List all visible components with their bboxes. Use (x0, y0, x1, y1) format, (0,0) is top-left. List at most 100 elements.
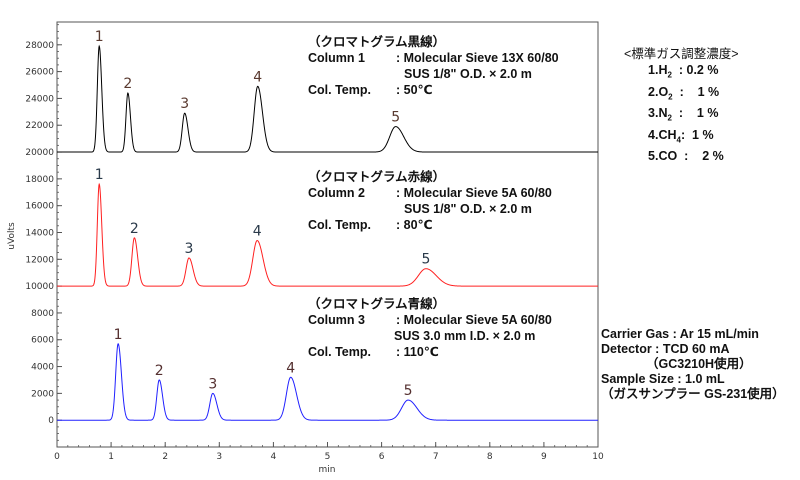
x-tick-label: 4 (271, 452, 277, 462)
peak-label: 2 (123, 76, 132, 92)
col2-temp-value: : 80℃ (396, 218, 433, 232)
gas-subscript: 2 (667, 70, 672, 80)
col3-column-value: : Molecular Sieve 5A 60/80 (396, 313, 552, 327)
peak-label: 1 (95, 167, 104, 183)
gas-subscript: 4 (676, 135, 681, 144)
col3-column-value2: SUS 3.0 mm I.D. × 2.0 m (394, 329, 536, 343)
x-tick-label: 6 (379, 452, 385, 462)
col2-column-value: : Molecular Sieve 5A 60/80 (396, 186, 552, 200)
gas-name: CO (658, 149, 678, 163)
y-tick-label: 16000 (25, 202, 54, 212)
standard-gas-panel: <標準ガス調整濃度> 1.H2 : 0.2 % 2.O2 : 1 % 3.N2 : … (624, 46, 739, 170)
peak-label: 5 (404, 383, 413, 399)
column2-annotation: （クロマトグラム赤線） Column 2 : Molecular Sieve 5A… (308, 169, 552, 233)
x-tick-label: 2 (162, 452, 168, 462)
col2-column-label: Column 2 (308, 186, 365, 200)
x-tick-label: 1 (108, 452, 114, 462)
gas-number: 1. (648, 63, 659, 77)
col1-column-value2: SUS 1/8" O.D. × 2.0 m (404, 67, 532, 81)
col3-temp-label: Col. Temp. (308, 345, 371, 359)
y-tick-label: 26000 (25, 68, 54, 78)
standard-gas-item: 1.H2 : 0.2 % (648, 62, 739, 84)
y-tick-label: 20000 (25, 148, 54, 158)
peak-labels: 1 2 3 4 5 1 2 3 4 5 1 2 3 4 5 (95, 29, 431, 399)
y-tick-label: 18000 (25, 175, 54, 185)
col1-temp-value: : 50℃ (396, 83, 433, 97)
peak-label: 5 (422, 252, 431, 268)
gas-number: 4. (648, 127, 659, 142)
standard-gas-item: 2.O2 : 1 % (648, 84, 739, 106)
peak-label: 2 (155, 363, 164, 379)
standard-gas-item: 3.N2 : 1 % (648, 105, 739, 127)
gas-name: N (658, 106, 668, 120)
standard-gas-item: 4.CH4: 1 % (648, 127, 739, 149)
gas-number: 5. (648, 149, 659, 163)
x-tick-label: 5 (325, 452, 331, 462)
col3-column-label: Column 3 (308, 313, 365, 327)
col3-title: （クロマトグラム青線） (308, 297, 446, 311)
y-tick-label: 10000 (25, 282, 54, 292)
sample-note: （ガスサンプラー GS-231使用） (601, 387, 785, 401)
col1-column-label: Column 1 (308, 51, 365, 65)
gas-concentration: : 1 % (672, 84, 720, 99)
col1-column-value: : Molecular Sieve 13X 60/80 (396, 51, 559, 65)
x-tick-label: 0 (54, 452, 60, 462)
standard-gas-item: 5.CO : 2 % (648, 148, 739, 170)
y-tick-label: 24000 (25, 94, 54, 104)
peak-label: 5 (391, 110, 400, 126)
col3-temp-value: : 110℃ (396, 345, 439, 359)
col1-temp-label: Col. Temp. (308, 83, 371, 97)
carrier-gas: Carrier Gas : Ar 15 mL/min (601, 327, 759, 341)
gas-subscript: 2 (668, 92, 673, 101)
peak-label: 1 (95, 29, 104, 45)
detector: Detector : TCD 60 mA (601, 342, 730, 356)
y-tick-label: 4000 (31, 363, 54, 373)
detector-note: （GC3210H使用） (646, 357, 752, 371)
y-tick-label: 0 (48, 416, 54, 426)
col1-title: （クロマトグラム黒線） (308, 35, 446, 49)
y-tick-label: 28000 (25, 41, 54, 51)
gas-concentration: : 2 % (677, 149, 724, 163)
col2-title: （クロマトグラム赤線） (308, 170, 446, 184)
y-tick-label: 14000 (25, 228, 54, 238)
x-tick-label: 3 (216, 452, 222, 462)
gas-name: O (658, 84, 669, 99)
peak-label: 4 (253, 69, 262, 85)
peak-label: 3 (180, 96, 189, 112)
gas-concentration: : 1 % (680, 127, 714, 142)
gas-name: H (658, 63, 668, 77)
standard-gas-title: <標準ガス調整濃度> (624, 47, 739, 61)
gas-concentration: : 0.2 % (671, 63, 719, 77)
trace-1 (57, 44, 598, 153)
x-tick-label: 10 (592, 452, 604, 462)
trace-2 (57, 182, 598, 287)
traces (57, 44, 598, 421)
x-tick-label: 9 (541, 452, 547, 462)
trace-3 (57, 342, 598, 421)
column3-annotation: （クロマトグラム青線） Column 3 : Molecular Sieve 5A… (308, 296, 552, 360)
y-tick-label: 6000 (31, 336, 54, 346)
y-tick-label: 8000 (31, 309, 54, 319)
x-tick-label: 7 (433, 452, 439, 462)
col2-temp-label: Col. Temp. (308, 218, 371, 232)
gas-number: 3. (648, 106, 659, 120)
peak-label: 2 (130, 221, 139, 237)
gas-number: 2. (648, 84, 659, 99)
gas-subscript: 2 (667, 113, 672, 123)
col2-column-value2: SUS 1/8" O.D. × 2.0 m (404, 202, 532, 216)
y-tick-label: 22000 (25, 121, 54, 131)
peak-label: 3 (208, 376, 217, 392)
x-tick-label: 8 (487, 452, 493, 462)
peak-label: 1 (114, 327, 123, 343)
y-axis-label: uVolts (7, 222, 17, 250)
y-tick-label: 12000 (25, 255, 54, 265)
peak-label: 4 (253, 224, 262, 240)
y-tick-label: 2000 (31, 389, 54, 399)
conditions-panel: Carrier Gas : Ar 15 mL/min Detector : TC… (601, 327, 785, 402)
x-axis-label: min (319, 465, 336, 475)
peak-label: 4 (286, 360, 295, 376)
peak-label: 3 (185, 241, 194, 257)
gas-concentration: : 1 % (671, 106, 719, 120)
sample-size: Sample Size : 1.0 mL (601, 372, 725, 386)
